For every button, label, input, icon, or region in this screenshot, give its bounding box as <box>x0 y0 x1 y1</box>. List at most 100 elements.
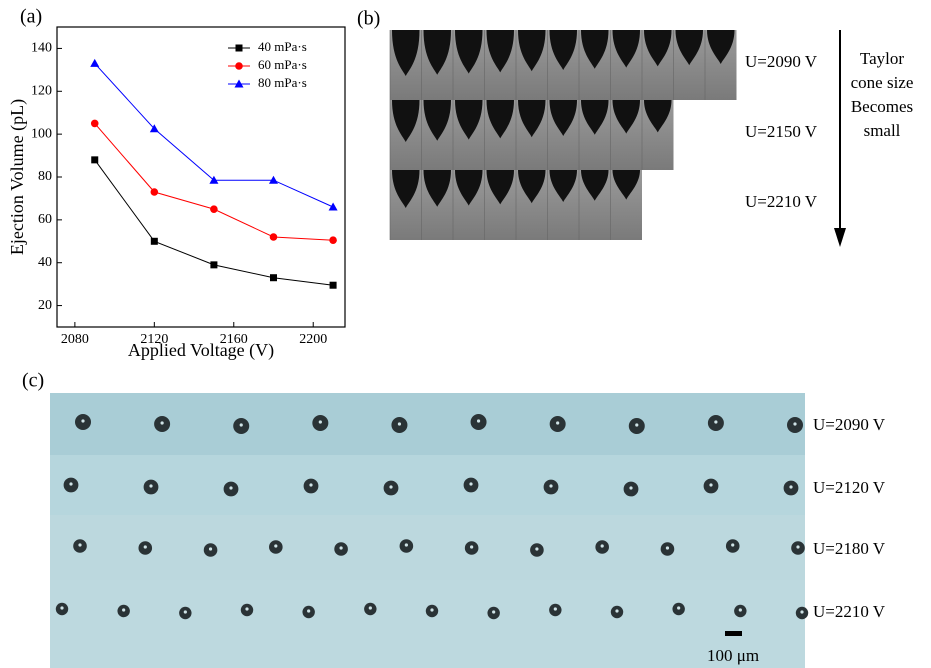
droplet-core <box>665 546 670 550</box>
voltage-label: U=2180 V <box>813 539 886 558</box>
droplet-core <box>789 485 793 489</box>
cone <box>486 100 514 139</box>
droplet-core <box>709 483 713 487</box>
cone <box>392 30 420 76</box>
droplet-core <box>69 482 73 486</box>
marker <box>91 156 99 164</box>
cone <box>518 100 546 138</box>
cone <box>675 30 703 66</box>
droplet-core <box>78 543 82 547</box>
y-axis-label: Ejection Volume (pL) <box>7 99 28 255</box>
marker <box>210 205 218 213</box>
cone <box>644 100 672 133</box>
panel-label: (c) <box>22 370 44 392</box>
panel-label: (a) <box>20 6 42 28</box>
marker <box>329 236 337 245</box>
voltage-label: U=2090 V <box>745 52 818 71</box>
droplet-core <box>469 482 473 486</box>
cone <box>455 30 483 74</box>
droplet-core <box>430 608 434 612</box>
droplet-core <box>793 422 797 426</box>
marker <box>149 124 159 133</box>
droplet-core <box>245 607 249 611</box>
marker <box>90 119 99 128</box>
droplet-core <box>796 545 800 549</box>
cone <box>644 30 672 67</box>
droplet-core <box>404 543 408 547</box>
marker <box>150 237 158 245</box>
droplet-core <box>476 419 481 423</box>
droplet-core <box>535 547 539 551</box>
cone <box>423 170 451 207</box>
droplet-core <box>160 421 164 425</box>
cone <box>423 100 451 141</box>
annotation: Becomes <box>851 97 913 116</box>
cone <box>707 30 735 64</box>
annotation: Taylor <box>860 49 904 68</box>
droplet-core <box>397 422 402 426</box>
legend-label: 60 mPa·s <box>258 57 307 72</box>
scale-label: 100 μm <box>707 646 759 665</box>
voltage-label: U=2120 V <box>813 478 886 497</box>
droplet-core <box>553 607 557 611</box>
y-tick-label: 120 <box>31 84 52 99</box>
cone <box>518 30 546 72</box>
legend-marker <box>235 62 243 70</box>
marker <box>269 274 277 282</box>
cone <box>486 170 514 205</box>
cone-images <box>389 30 737 240</box>
arrow-head <box>834 228 846 247</box>
y-tick-label: 100 <box>31 126 52 141</box>
voltage-label: U=2150 V <box>745 122 818 141</box>
droplet-core <box>738 608 742 612</box>
droplet-core <box>318 420 322 424</box>
cone <box>549 170 577 202</box>
droplet-core <box>143 545 147 549</box>
marker <box>210 261 218 269</box>
droplet-core <box>635 423 639 427</box>
marker <box>329 281 337 289</box>
legend-label: 80 mPa·s <box>258 75 307 90</box>
x-tick-label: 2160 <box>220 332 248 347</box>
droplet-core <box>615 609 619 613</box>
panel-label: (b) <box>357 8 380 30</box>
droplet-core <box>149 484 153 488</box>
x-tick-label: 2080 <box>61 332 89 347</box>
annotation: cone size <box>851 73 914 92</box>
cone <box>581 30 609 69</box>
cone <box>392 170 420 208</box>
droplet-core <box>208 547 213 551</box>
y-tick-label: 140 <box>31 41 52 56</box>
droplet-core <box>714 420 718 424</box>
droplet-core <box>339 546 343 550</box>
annotation: small <box>864 121 901 140</box>
marker <box>268 175 278 184</box>
cone <box>549 100 577 136</box>
droplet-core <box>60 606 64 610</box>
marker <box>209 175 219 184</box>
marker <box>150 188 159 196</box>
droplet-core <box>549 484 553 488</box>
droplet-core <box>307 609 311 613</box>
x-tick-label: 2200 <box>299 332 327 347</box>
droplet-core <box>731 543 735 547</box>
cone <box>549 30 577 70</box>
cone <box>455 170 483 206</box>
cone <box>612 170 640 200</box>
cone <box>392 100 420 142</box>
cone <box>581 100 609 135</box>
legend-label: 40 mPa·s <box>258 39 307 54</box>
voltage-label: U=2210 V <box>745 192 818 211</box>
y-tick-label: 60 <box>38 212 52 227</box>
marker <box>328 202 338 211</box>
droplet-core <box>239 423 243 427</box>
cone <box>455 100 483 140</box>
droplet-core <box>556 421 560 425</box>
y-tick-label: 20 <box>38 298 52 313</box>
x-axis-label: Applied Voltage (V) <box>128 340 274 361</box>
droplet-core <box>389 485 393 489</box>
cone <box>518 170 546 204</box>
droplet-core <box>800 610 804 614</box>
droplet-core <box>492 610 496 614</box>
